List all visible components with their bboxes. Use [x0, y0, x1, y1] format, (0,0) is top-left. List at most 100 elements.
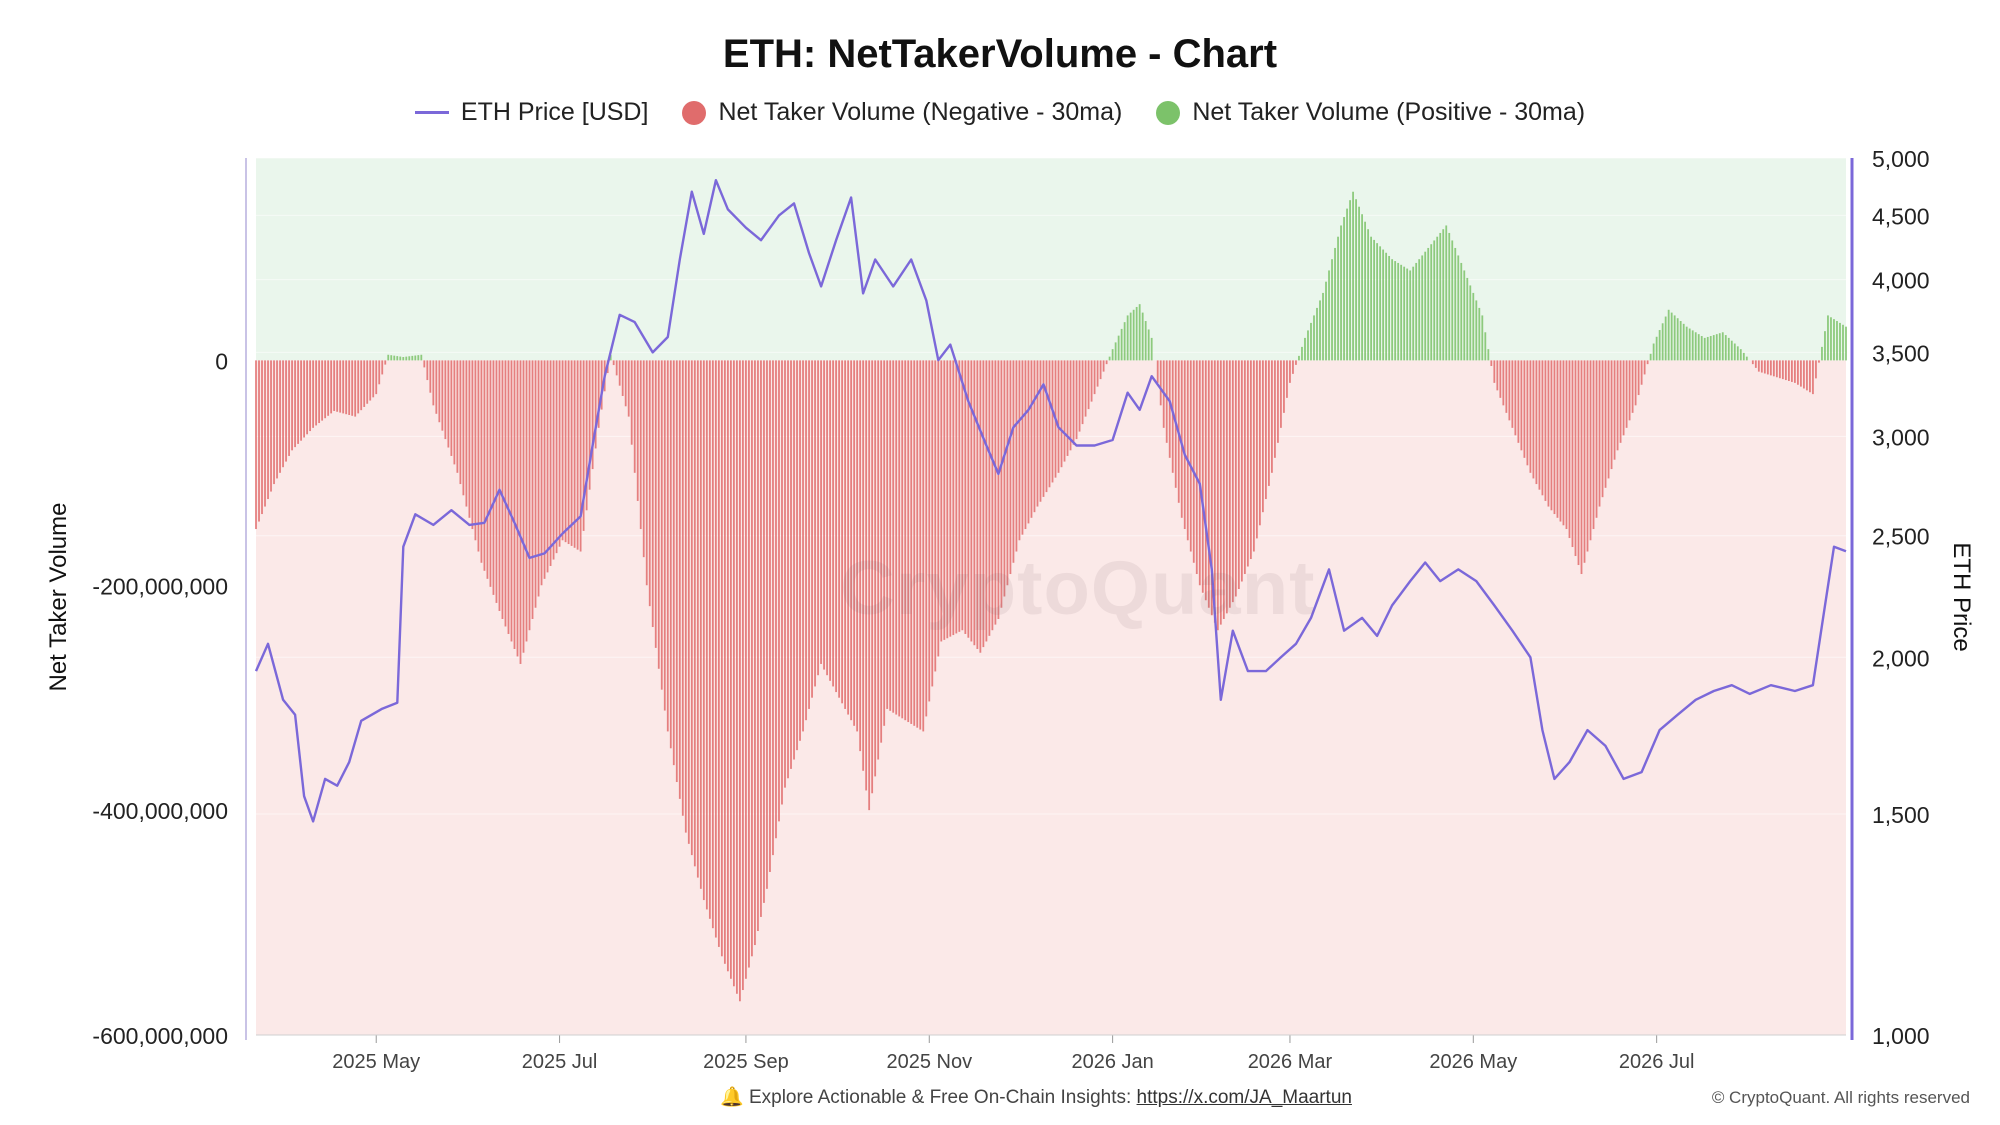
- positive-volume-bar: [1712, 335, 1715, 361]
- negative-volume-bar: [627, 360, 630, 417]
- positive-volume-bar: [1415, 262, 1418, 361]
- positive-volume-bar: [1658, 330, 1661, 361]
- negative-volume-bar: [648, 360, 651, 607]
- positive-volume-bar: [1310, 322, 1312, 361]
- negative-volume-bar: [1066, 360, 1069, 456]
- negative-volume-bar: [1069, 360, 1072, 451]
- negative-volume-bar: [1601, 360, 1604, 498]
- negative-volume-bar: [1595, 360, 1598, 518]
- negative-volume-bar: [348, 360, 351, 415]
- positive-volume-bar: [1412, 266, 1415, 361]
- positive-volume-bar: [1469, 285, 1472, 361]
- positive-volume-bar: [387, 354, 390, 361]
- x-axis-tick-label: 2026 May: [1429, 1051, 1517, 1073]
- negative-volume-bar: [540, 360, 543, 586]
- positive-volume-bar: [1150, 337, 1153, 361]
- positive-volume-bar: [1340, 225, 1342, 361]
- positive-zone: [256, 158, 1846, 361]
- negative-volume-bar: [1508, 360, 1511, 421]
- negative-volume-bar: [1613, 360, 1616, 460]
- negative-volume-bar: [1760, 360, 1763, 373]
- copyright-text: © CryptoQuant. All rights reserved: [1711, 1088, 1970, 1107]
- footer-link[interactable]: https://x.com/JA_Maartun: [1136, 1087, 1352, 1108]
- negative-volume-bar: [901, 360, 904, 719]
- negative-volume-bar: [811, 360, 813, 698]
- negative-volume-bar: [678, 360, 681, 799]
- negative-volume-bar: [1589, 360, 1592, 541]
- positive-volume-bar: [1685, 326, 1688, 361]
- negative-volume-bar: [1797, 360, 1799, 385]
- positive-volume-bar: [1661, 323, 1664, 361]
- negative-volume-bar: [432, 360, 435, 406]
- negative-volume-bar: [736, 360, 738, 994]
- legend-item-positive[interactable]: Net Taker Volume (Positive - 30ma): [1156, 98, 1585, 127]
- positive-volume-bar: [1670, 312, 1673, 361]
- negative-volume-bar: [693, 360, 696, 867]
- legend-item-negative[interactable]: Net Taker Volume (Negative - 30ma): [682, 98, 1122, 127]
- positive-volume-bar: [396, 356, 399, 361]
- negative-volume-bar: [1192, 360, 1195, 563]
- negative-volume-bar: [1289, 360, 1291, 383]
- negative-volume-bar: [726, 360, 729, 972]
- negative-volume-bar: [1812, 360, 1814, 395]
- negative-volume-bar: [1033, 360, 1036, 513]
- legend-item-price[interactable]: ETH Price [USD]: [414, 98, 649, 127]
- negative-volume-bar: [690, 360, 693, 856]
- negative-volume-bar: [591, 360, 594, 470]
- positive-volume-bar: [1120, 328, 1123, 361]
- negative-volume-bar: [835, 360, 837, 693]
- negative-volume-bar: [1643, 360, 1646, 375]
- positive-volume-bar: [1301, 346, 1303, 361]
- negative-volume-bar: [666, 360, 669, 732]
- negative-volume-bar: [534, 360, 537, 608]
- negative-volume-bar: [543, 360, 546, 579]
- negative-volume-bar: [498, 360, 501, 611]
- negative-volume-bar: [357, 360, 360, 414]
- negative-volume-bar: [654, 360, 657, 648]
- right-axis-title: ETH Price: [1948, 542, 1975, 651]
- negative-volume-bar: [1523, 360, 1526, 458]
- negative-volume-bar: [820, 360, 822, 664]
- positive-volume-bar: [1688, 328, 1691, 361]
- positive-volume-bar: [1135, 306, 1138, 361]
- legend-label-price: ETH Price [USD]: [460, 98, 649, 126]
- negative-volume-bar: [681, 360, 684, 816]
- negative-volume-bar: [354, 360, 357, 417]
- chart-title: ETH: NetTakerVolume - Chart: [722, 32, 1278, 76]
- positive-volume-bar: [1706, 336, 1709, 361]
- positive-volume-bar: [1403, 266, 1406, 361]
- negative-volume-bar: [588, 360, 591, 490]
- negative-volume-bar: [555, 360, 558, 554]
- x-axis-tick-label: 2026 Jul: [1619, 1051, 1695, 1073]
- positive-volume-bar: [1126, 315, 1129, 361]
- negative-volume-bar: [973, 360, 976, 646]
- negative-volume-bar: [904, 360, 907, 721]
- negative-volume-bar: [943, 360, 946, 640]
- positive-volume-bar: [1457, 255, 1460, 361]
- negative-volume-bar: [1240, 360, 1243, 582]
- positive-volume-bar: [1721, 332, 1724, 361]
- negative-volume-bar: [273, 360, 275, 485]
- negative-volume-bar: [1165, 360, 1168, 443]
- negative-volume-bar: [841, 360, 844, 704]
- negative-volume-bar: [1499, 360, 1502, 398]
- negative-volume-bar: [1102, 360, 1105, 372]
- positive-volume-bar: [1331, 259, 1333, 361]
- right-axis-tick-label: 4,500: [1872, 203, 1930, 229]
- negative-volume-bar: [468, 360, 471, 518]
- positive-volume-bar: [1679, 321, 1682, 361]
- positive-volume-bar: [1418, 259, 1421, 361]
- positive-volume-bar: [1316, 307, 1318, 361]
- negative-volume-bar: [1775, 360, 1778, 378]
- negative-volume-bar: [766, 360, 768, 889]
- negative-volume-bar: [546, 360, 549, 573]
- positive-volume-bar: [1367, 229, 1369, 361]
- negative-volume-bar: [1268, 360, 1270, 486]
- negative-volume-bar: [1809, 360, 1811, 393]
- negative-volume-bar: [309, 360, 312, 432]
- negative-volume-bar: [739, 360, 741, 1002]
- negative-volume-bar: [949, 360, 952, 637]
- negative-volume-bar: [1246, 360, 1249, 567]
- positive-volume-bar: [1448, 232, 1451, 361]
